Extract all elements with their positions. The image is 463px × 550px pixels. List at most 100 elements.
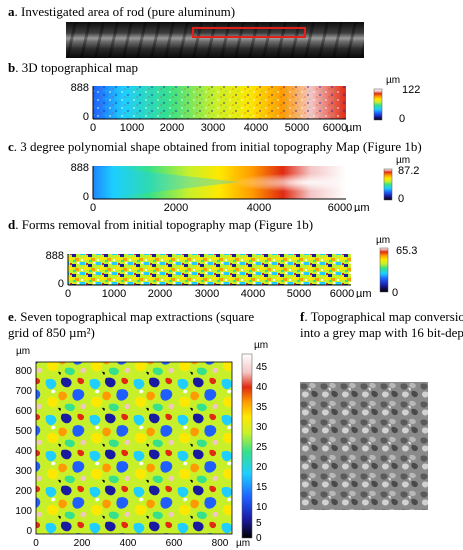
map-e-xtick: 400: [120, 538, 137, 548]
map-d-xtick: 5000: [287, 288, 311, 298]
map-e-y-unit: µm: [16, 346, 30, 357]
map-e-xtick: 800: [212, 538, 229, 548]
panel-letter-e: e: [8, 309, 14, 324]
map-d-colorbar-unit: µm: [376, 235, 390, 246]
map-b-colorbar: [373, 88, 383, 121]
map-d-surface: [68, 254, 351, 285]
caption-b: b. 3D topographical map: [8, 60, 138, 75]
map-d-xtick: 6000: [330, 288, 354, 298]
map-d-colorbar-max: 65.3: [396, 245, 417, 257]
map-c-colorbar: [383, 168, 393, 201]
caption-d: d. Forms removal from initial topography…: [8, 217, 313, 232]
caption-f-line1: . Topographical map conversion: [304, 309, 463, 324]
map-e-colorbar-tick: 15: [256, 482, 268, 493]
map-c-colorbar-unit: µm: [396, 155, 410, 166]
map-c-colorbar-max: 87.2: [398, 165, 419, 177]
map-c-xtick: 2000: [164, 202, 188, 212]
map-c-ytick: 888: [71, 162, 89, 174]
map-e-ytick: 500: [15, 426, 32, 437]
map-d-ytick: 888: [46, 250, 64, 262]
map-e-xtick: 0: [33, 538, 39, 548]
caption-f: f. Topographical map conversion into a g…: [300, 309, 463, 341]
caption-e-line1: . Seven topographical map extractions (s…: [13, 309, 255, 324]
map-d-xtick: 2000: [148, 288, 172, 298]
caption-a-text: . Investigated area of rod (pure aluminu…: [14, 4, 236, 19]
caption-e: e. Seven topographical map extractions (…: [8, 309, 254, 341]
map-d: 888 0 0 1000 2000 3000 4000 5000 6000 µm…: [46, 235, 418, 298]
map-e-colorbar: [241, 353, 253, 539]
caption-d-text: . Forms removal from initial topography …: [15, 217, 314, 232]
map-b-xtick: 2000: [160, 122, 184, 132]
map-d-colorbar-min: 0: [392, 287, 398, 298]
map-d-xtick: 0: [65, 288, 71, 298]
map-e-colorbar-tick: 5: [256, 518, 262, 529]
map-d-xtick: 1000: [102, 288, 126, 298]
map-b-texture: [93, 86, 346, 119]
map-e: µm 800 700 600 500 400 300 200 100 0 0 2…: [15, 340, 268, 548]
map-b-xtick: 6000: [323, 122, 347, 132]
map-e-ytick: 400: [15, 446, 32, 457]
map-e-colorbar-tick: 40: [256, 382, 268, 393]
investigated-area-box: [192, 27, 306, 38]
map-e-ytick: 700: [15, 386, 32, 397]
caption-f-line2: into a grey map with 16 bit-depth: [300, 325, 463, 340]
panel-letter-d: d: [8, 217, 16, 232]
map-b-xtick: 1000: [120, 122, 144, 132]
map-d-ytick: 0: [58, 278, 64, 290]
caption-c-text: . 3 degree polynomial shape obtained fro…: [13, 139, 422, 154]
map-e-colorbar-tick: 0: [256, 533, 262, 544]
map-b-colorbar-min: 0: [399, 113, 405, 125]
map-e-colorbar-tick: 10: [256, 502, 268, 513]
map-e-colorbar-tick: 45: [256, 362, 268, 373]
caption-a: a. Investigated area of rod (pure alumin…: [8, 4, 235, 19]
map-b: 888 0 0 1000 2000 3000 4000 5000 6000 µm…: [71, 75, 421, 132]
map-b-xtick: 0: [90, 122, 96, 132]
map-b-ytick: 0: [83, 111, 89, 123]
map-e-colorbar-tick: 25: [256, 442, 268, 453]
map-e-colorbar-unit: µm: [254, 340, 268, 351]
map-e-surface: [36, 362, 232, 534]
map-e-colorbar-tick: 30: [256, 422, 268, 433]
map-b-colorbar-max: 122: [402, 84, 420, 96]
map-e-colorbar-tick: 20: [256, 462, 268, 473]
rod-photo: [66, 22, 364, 58]
map-c-ytick: 0: [83, 191, 89, 203]
map-c-colorbar-min: 0: [398, 193, 404, 205]
map-e-ytick: 200: [15, 486, 32, 497]
map-d-xtick: 4000: [241, 288, 265, 298]
map-e-frame: [35, 361, 233, 535]
map-c: 888 0 0 2000 4000 6000 µm µm 87.2 0: [71, 155, 420, 212]
panel-letter-a: a: [8, 4, 15, 19]
panel-letter-c: c: [8, 139, 14, 154]
map-d-colorbar: [379, 247, 389, 293]
map-e-xtick: 600: [166, 538, 183, 548]
caption-c: c. 3 degree polynomial shape obtained fr…: [8, 139, 422, 154]
map-c-x-unit: µm: [354, 202, 370, 212]
map-e-ytick: 0: [26, 526, 32, 537]
map-e-x-unit: µm: [236, 538, 250, 548]
map-b-xtick: 3000: [201, 122, 225, 132]
caption-b-text: . 3D topographical map: [15, 60, 138, 75]
map-e-colorbar-tick: 35: [256, 402, 268, 413]
map-c-xtick: 6000: [328, 202, 352, 212]
panel-letter-f: f: [300, 309, 305, 324]
map-e-ytick: 300: [15, 466, 32, 477]
grey-map-surface: [300, 382, 428, 510]
map-c-xtick: 0: [90, 202, 96, 212]
map-e-ytick: 100: [15, 506, 32, 517]
map-d-xtick: 3000: [195, 288, 219, 298]
map-e-xtick: 200: [74, 538, 91, 548]
caption-e-line2: grid of 850 µm²): [8, 325, 95, 340]
map-b-xtick: 4000: [244, 122, 268, 132]
map-c-xtick: 4000: [247, 202, 271, 212]
map-b-x-unit: µm: [346, 122, 362, 132]
map-e-ytick: 800: [15, 366, 32, 377]
map-d-x-unit: µm: [356, 288, 372, 298]
grey-map: [300, 382, 428, 510]
map-b-ytick: 888: [71, 82, 89, 94]
map-e-ytick: 600: [15, 406, 32, 417]
panel-letter-b: b: [8, 60, 16, 75]
map-c-highlight: [93, 166, 346, 199]
map-b-xtick: 5000: [285, 122, 309, 132]
map-b-colorbar-unit: µm: [386, 75, 400, 86]
